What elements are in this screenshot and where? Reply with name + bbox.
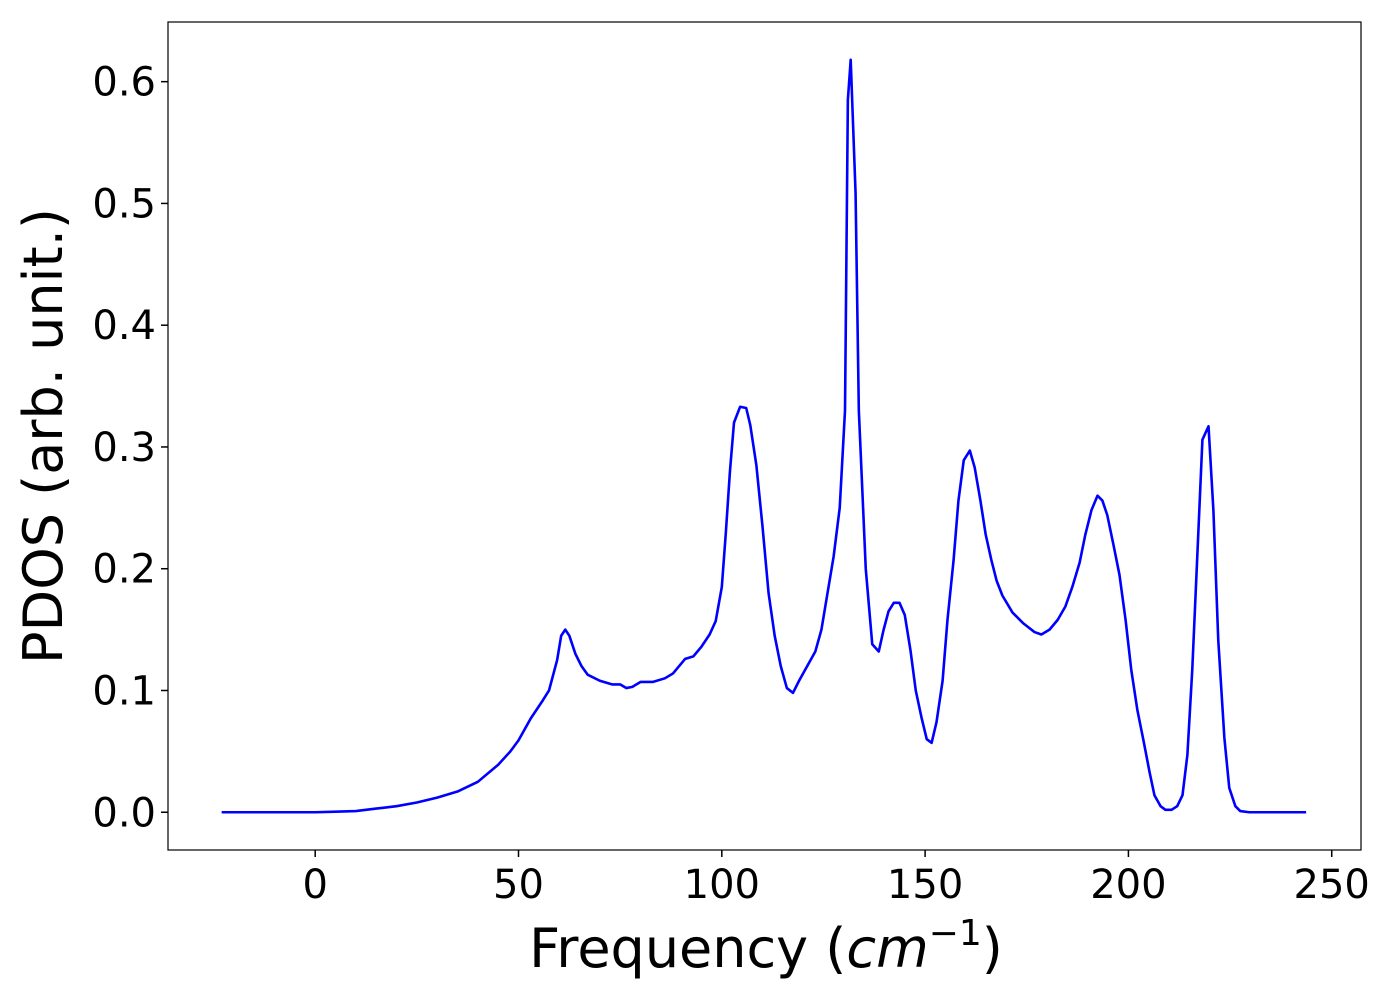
y-tick-label: 0.3 — [92, 425, 156, 471]
y-tick-label: 0.2 — [92, 547, 156, 593]
x-label-unit: cm — [846, 917, 928, 980]
x-label-text: ) — [982, 917, 1003, 980]
x-axis-label: Frequency (cm−1) — [529, 913, 1003, 980]
y-tick-label: 0.4 — [92, 303, 156, 349]
y-axis-label: PDOS (arb. unit.) — [12, 208, 75, 664]
x-label-text: Frequency ( — [529, 917, 846, 980]
data-line — [221, 58, 1307, 814]
x-tick-label: 100 — [684, 862, 760, 908]
x-label-exponent: −1 — [929, 913, 982, 954]
y-tick-label: 0.6 — [92, 60, 156, 106]
x-tick-label: 150 — [887, 862, 963, 908]
plot-frame — [167, 21, 1362, 851]
y-tick-label: 0.0 — [92, 790, 156, 836]
y-tick-label: 0.5 — [92, 181, 156, 227]
x-tick-label: 200 — [1090, 862, 1166, 908]
x-tick-label: 0 — [302, 862, 327, 908]
x-tick-label: 250 — [1294, 862, 1370, 908]
y-tick-label: 0.1 — [92, 668, 156, 714]
x-tick-label: 50 — [493, 862, 544, 908]
